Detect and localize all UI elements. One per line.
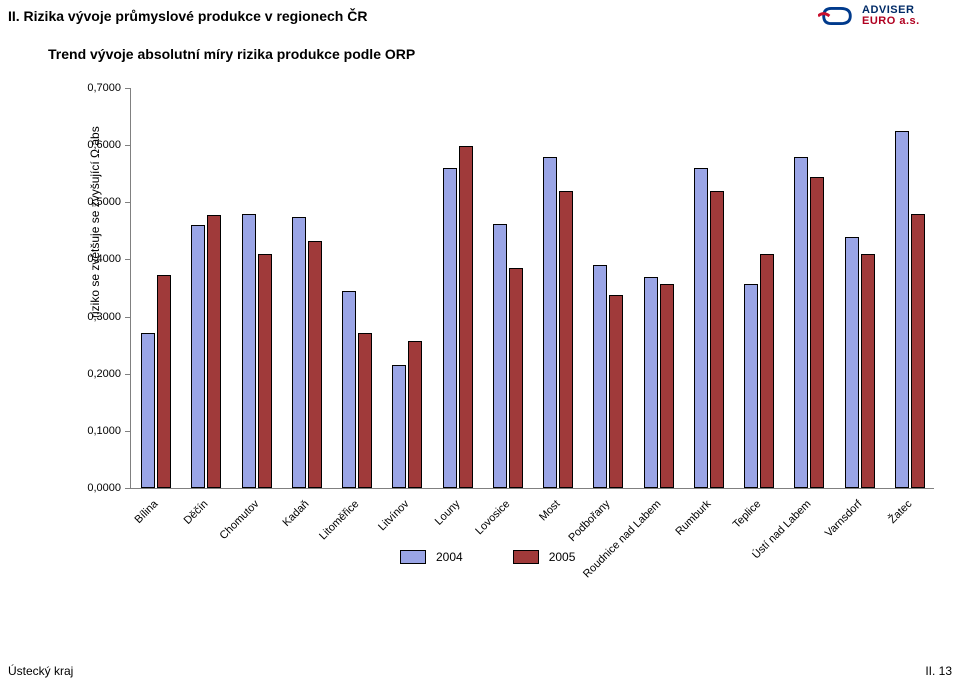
bar-series-1 [895,131,909,488]
y-tick-label: 0,5000 [87,196,121,208]
y-tick-label: 0,7000 [87,82,121,94]
bar-group [492,224,524,488]
bar-series-1 [744,284,758,488]
bar-series-1 [392,365,406,488]
bar-series-2 [258,254,272,488]
logo-mark-icon [818,5,856,27]
bar-series-1 [845,237,859,488]
y-tick-label: 0,2000 [87,368,121,380]
bar-group [844,237,876,488]
bar-group [743,254,775,488]
bar-series-2 [710,191,724,488]
bar-series-1 [493,224,507,488]
logo-text: ADVISER EURO a.s. [862,5,920,27]
legend-label: 2005 [549,550,576,564]
page: II. Rizika vývoje průmyslové produkce v … [0,0,960,684]
y-tick-label: 0,3000 [87,311,121,323]
bar-group [341,291,373,488]
section-title: II. Rizika vývoje průmyslové produkce v … [8,8,367,24]
footer-left: Ústecký kraj [8,664,73,678]
y-tick [125,317,131,318]
bar-series-2 [358,333,372,488]
bar-series-2 [760,254,774,488]
bar-series-2 [408,341,422,488]
y-tick-label: 0,1000 [87,425,121,437]
footer-right: II. 13 [925,664,952,678]
bar-group [643,277,675,488]
bar-series-1 [543,157,557,488]
y-tick-label: 0,6000 [87,139,121,151]
legend-item: 2005 [513,550,576,564]
y-tick [125,88,131,89]
legend-swatch-icon [513,550,539,564]
bar-series-1 [794,157,808,488]
y-tick [125,145,131,146]
bar-group [190,215,222,488]
legend-label: 2004 [436,550,463,564]
logo: ADVISER EURO a.s. [818,2,948,30]
bar-series-2 [911,214,925,488]
bar-series-2 [810,177,824,488]
bar-group [542,157,574,488]
bar-series-1 [141,333,155,488]
legend-item: 2004 [400,550,463,564]
bar-group [793,157,825,488]
y-tick [125,374,131,375]
y-tick [125,431,131,432]
bar-series-1 [342,291,356,488]
bar-group [693,168,725,488]
bar-series-1 [593,265,607,488]
bar-group [592,265,624,488]
bar-series-2 [308,241,322,488]
y-axis-label: riziko se zvětšuje se zvyšující Ω abs [88,126,102,318]
bar-series-1 [644,277,658,488]
chart: riziko se zvětšuje se zvyšující Ω abs 0,… [70,88,940,598]
legend-swatch-icon [400,550,426,564]
bar-series-2 [157,275,171,488]
bar-group [391,341,423,488]
bar-series-1 [242,214,256,488]
bar-group [442,146,474,488]
y-tick-label: 0,0000 [87,482,121,494]
y-tick-label: 0,4000 [87,253,121,265]
bar-group [241,214,273,488]
page-subtitle: Trend vývoje absolutní míry rizika produ… [48,46,415,62]
plot-area: 0,00000,10000,20000,30000,40000,50000,60… [130,88,934,489]
bar-series-1 [694,168,708,488]
bar-series-1 [191,225,205,488]
legend: 2004 2005 [400,550,575,564]
bar-group [140,275,172,488]
bar-series-1 [443,168,457,488]
bar-series-2 [459,146,473,488]
y-tick [125,259,131,260]
bar-series-2 [207,215,221,488]
bar-series-2 [509,268,523,488]
bar-series-2 [609,295,623,488]
bar-group [894,131,926,488]
bar-series-1 [292,217,306,488]
bar-series-2 [660,284,674,488]
y-tick [125,488,131,489]
y-tick [125,202,131,203]
bar-group [291,217,323,488]
bar-series-2 [559,191,573,488]
logo-line2: EURO a.s. [862,16,920,27]
bar-series-2 [861,254,875,488]
